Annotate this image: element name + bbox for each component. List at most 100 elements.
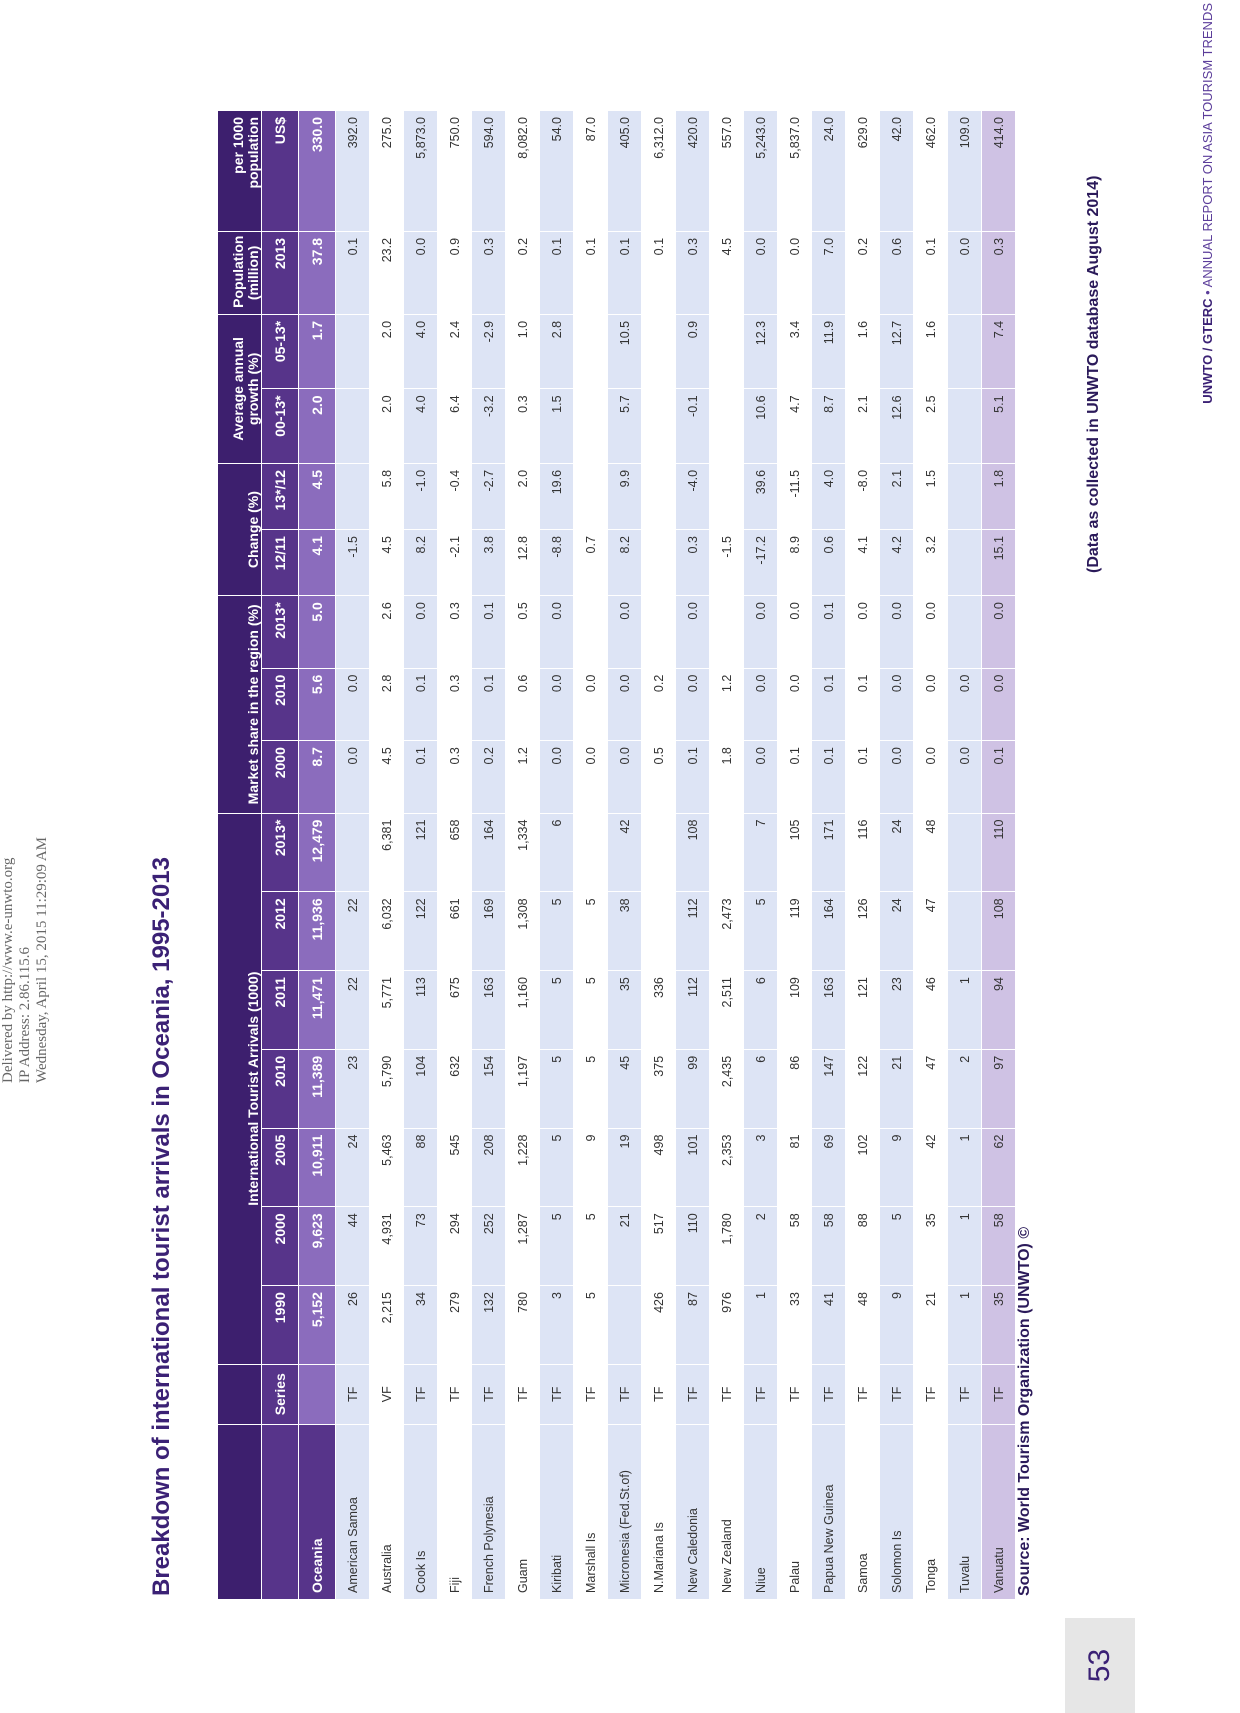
table-cell: 5.8 <box>370 463 403 530</box>
table-cell: 7.4 <box>982 314 1015 389</box>
table-cell: 19.6 <box>540 463 573 530</box>
footer-report: ANNUAL REPORT ON ASIA TOURISM TRENDS <box>1200 3 1215 288</box>
table-cell: 22 <box>336 892 369 971</box>
table-cell: 0.0 <box>540 741 573 813</box>
table-cell: 252 <box>472 1207 505 1286</box>
table-cell: 6 <box>744 1049 777 1128</box>
table-cell: 0.2 <box>506 231 539 314</box>
table-row: Kiribati TF 3 5 5 5 5 5 6 0.0 0.0 0.0 -8.8 19.6 1.5 2.8… <box>540 111 573 1599</box>
table-cell: 976 <box>710 1286 743 1364</box>
region-name: Oceania <box>299 1424 335 1599</box>
table-cell <box>336 314 369 389</box>
table-cell <box>574 314 607 389</box>
header-blank <box>218 1364 261 1424</box>
country-name: Niue <box>744 1424 777 1599</box>
table-cell: 4.7 <box>778 389 811 463</box>
table-cell: 4.0 <box>812 463 845 530</box>
table-cell: 1.2 <box>710 668 743 741</box>
table-cell: 275.0 <box>370 111 403 231</box>
table-row: French Polynesia TF 132 252 208 154 163 169 164 0… <box>472 111 505 1599</box>
group-header-population: Population (million) <box>218 231 261 314</box>
table-cell: 48 <box>914 813 947 892</box>
column-header: 2013* <box>262 596 298 668</box>
table-cell: 0.3 <box>506 389 539 463</box>
table-cell: 5 <box>540 971 573 1049</box>
table-cell <box>710 596 743 668</box>
table-cell: 2,473 <box>710 892 743 971</box>
country-name: Samoa <box>846 1424 879 1599</box>
table-row: Palau TF 33 58 81 86 109 119 105 0.1 0.0 0.0 8.9 -11.… <box>778 111 811 1599</box>
total-cell: 11,389 <box>299 1049 335 1128</box>
table-cell: -1.5 <box>710 530 743 596</box>
table-cell: 0.0 <box>404 596 437 668</box>
table-cell: 1 <box>948 1286 981 1364</box>
table-cell <box>336 596 369 668</box>
table-cell: 102 <box>846 1128 879 1207</box>
table-cell: 0.1 <box>812 596 845 668</box>
table-cell: 154 <box>472 1049 505 1128</box>
table-cell: 1,334 <box>506 813 539 892</box>
table-cell: 1,228 <box>506 1128 539 1207</box>
table-cell: 5,463 <box>370 1128 403 1207</box>
series-cell: TF <box>608 1364 641 1424</box>
table-cell: 0.1 <box>812 668 845 741</box>
series-cell: TF <box>642 1364 675 1424</box>
table-cell: 5,771 <box>370 971 403 1049</box>
table-cell: 6,312.0 <box>642 111 675 231</box>
table-cell: 19 <box>608 1128 641 1207</box>
table-cell: 0.0 <box>880 668 913 741</box>
total-cell: 9,623 <box>299 1207 335 1286</box>
total-cell: 8.7 <box>299 741 335 813</box>
table-cell: 87.0 <box>574 111 607 231</box>
table-cell: 23 <box>336 1049 369 1128</box>
table-cell: 58 <box>982 1207 1015 1286</box>
table-cell: 658 <box>438 813 471 892</box>
series-cell: TF <box>404 1364 437 1424</box>
table-cell: 101 <box>676 1128 709 1207</box>
table-cell: 0.0 <box>778 231 811 314</box>
table-cell <box>642 389 675 463</box>
table-cell: 11.9 <box>812 314 845 389</box>
table-cell: -4.0 <box>676 463 709 530</box>
table-cell: 21 <box>880 1049 913 1128</box>
table-cell: 0.2 <box>846 231 879 314</box>
group-header-change: Change (%) <box>218 463 261 596</box>
table-cell: 2.0 <box>506 463 539 530</box>
table-cell: 5.1 <box>982 389 1015 463</box>
table-cell <box>608 1286 641 1364</box>
table-cell <box>336 813 369 892</box>
table-cell: 2.8 <box>540 314 573 389</box>
table-cell: 1 <box>948 1207 981 1286</box>
table-cell: 5 <box>574 892 607 971</box>
country-name: Fiji <box>438 1424 471 1599</box>
total-cell: 5,152 <box>299 1286 335 1364</box>
table-cell: 517 <box>642 1207 675 1286</box>
column-header: 13*/12 <box>262 463 298 530</box>
table-cell: 4.2 <box>880 530 913 596</box>
column-header: 2013* <box>262 813 298 892</box>
table-cell: 4.1 <box>846 530 879 596</box>
country-name: Vanuatu <box>982 1424 1015 1599</box>
table-cell: 12.6 <box>880 389 913 463</box>
table-cell: 7 <box>744 813 777 892</box>
column-header: 2012 <box>262 892 298 971</box>
table-cell: 108 <box>676 813 709 892</box>
table-cell: 2.5 <box>914 389 947 463</box>
table-cell: 110 <box>982 813 1015 892</box>
column-header: 00-13* <box>262 389 298 463</box>
table-cell: 21 <box>914 1286 947 1364</box>
table-cell: 1.6 <box>914 314 947 389</box>
total-cell: 5.6 <box>299 668 335 741</box>
table-cell: 5 <box>880 1207 913 1286</box>
column-header: 05-13* <box>262 314 298 389</box>
table-cell: 0.0 <box>676 668 709 741</box>
table-cell: 42.0 <box>880 111 913 231</box>
table-cell: 109 <box>778 971 811 1049</box>
table-cell: 5 <box>574 971 607 1049</box>
total-cell: 10,911 <box>299 1128 335 1207</box>
table-cell: 24 <box>336 1128 369 1207</box>
country-name: Australia <box>370 1424 403 1599</box>
table-cell: 41 <box>812 1286 845 1364</box>
table-cell: 426 <box>642 1286 675 1364</box>
